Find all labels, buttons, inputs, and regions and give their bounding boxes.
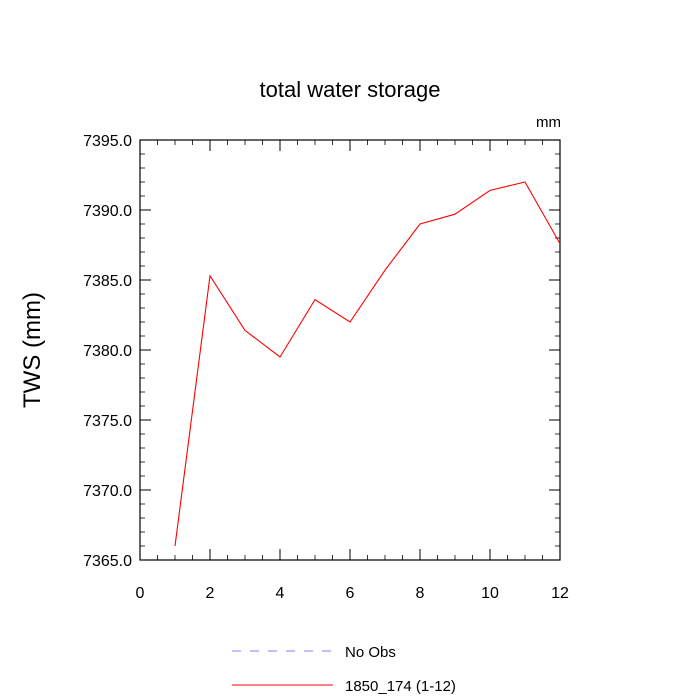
- y-tick-label: 7380.0: [83, 343, 132, 360]
- x-tick-label: 0: [136, 585, 145, 602]
- y-tick-label: 7395.0: [83, 133, 132, 150]
- chart-title: total water storage: [260, 77, 441, 102]
- legend-label-1: No Obs: [345, 644, 396, 661]
- y-tick-label: 7385.0: [83, 273, 132, 290]
- x-tick-label: 6: [346, 585, 355, 602]
- units-label: mm: [536, 114, 561, 131]
- y-tick-labels: 7365.0 7370.0 7375.0 7380.0 7385.0 7390.0 7395…: [83, 133, 132, 570]
- axis-ticks: [139, 139, 561, 561]
- legend-label-2: 1850_174 (1-12): [345, 678, 456, 695]
- x-tick-label: 2: [206, 585, 215, 602]
- y-tick-label: 7390.0: [83, 203, 132, 220]
- x-tick-labels: 0 2 4 6 8 10 12: [136, 585, 569, 602]
- x-tick-label: 12: [551, 585, 569, 602]
- legend: No Obs 1850_174 (1-12): [232, 644, 456, 695]
- y-axis-label: TWS (mm): [19, 292, 46, 408]
- series-group: [174, 181, 561, 547]
- plot-frame: [139, 139, 561, 561]
- y-tick-label: 7370.0: [83, 483, 132, 500]
- x-tick-label: 4: [276, 585, 285, 602]
- x-tick-label: 10: [481, 585, 499, 602]
- x-tick-label: 8: [416, 585, 425, 602]
- y-tick-label: 7375.0: [83, 413, 132, 430]
- y-tick-label: 7365.0: [83, 553, 132, 570]
- series-line: [174, 181, 561, 547]
